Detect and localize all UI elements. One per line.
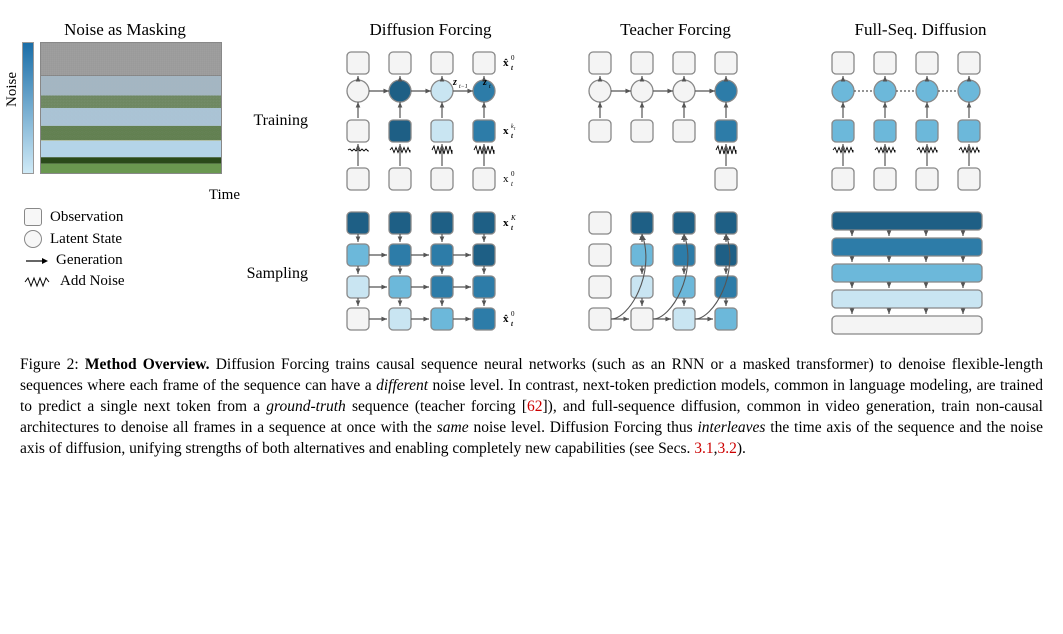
figure-caption: Figure 2: Method Overview. Diffusion For…	[20, 355, 1043, 460]
svg-text:x: x	[503, 173, 509, 185]
noise-masking-title: Noise as Masking	[20, 20, 230, 40]
diffusion-forcing-training: x̂0tzt−1ztxkttx0t	[316, 46, 558, 196]
svg-text:t: t	[514, 127, 516, 132]
fullseq-training	[801, 46, 1043, 196]
legend: Observation Latent State Generation Add …	[24, 208, 230, 290]
svg-text:t: t	[511, 132, 514, 140]
legend-latent: Latent State	[24, 230, 230, 248]
section-link[interactable]: 3.2	[717, 440, 736, 457]
header-fullseq-diffusion: Full-Seq. Diffusion	[798, 20, 1043, 42]
header-teacher-forcing: Teacher Forcing	[553, 20, 798, 42]
svg-text:x̂: x̂	[503, 57, 509, 69]
svg-text:x: x	[503, 125, 509, 137]
svg-text:0: 0	[511, 310, 515, 318]
legend-label: Generation	[56, 252, 123, 269]
legend-observation: Observation	[24, 208, 230, 226]
time-axis-arrow	[40, 185, 222, 186]
time-label: Time	[209, 187, 240, 204]
methods-grid: Diffusion Forcing Teacher Forcing Full-S…	[248, 20, 1043, 341]
noise-icon	[24, 276, 52, 288]
svg-text:x̂: x̂	[503, 313, 509, 325]
svg-text:K: K	[510, 214, 516, 222]
row-label-sampling: Sampling	[248, 206, 316, 341]
row-label-training: Training	[248, 46, 316, 196]
svg-text:0: 0	[511, 170, 515, 178]
svg-text:z: z	[482, 77, 487, 88]
svg-text:t: t	[511, 180, 514, 188]
square-icon	[24, 208, 42, 226]
noise-image-grid	[40, 42, 222, 174]
figure-number: Figure 2:	[20, 356, 85, 373]
legend-label: Add Noise	[60, 273, 125, 290]
left-column: Noise as Masking Noise	[20, 20, 230, 341]
svg-text:t−1: t−1	[459, 84, 468, 90]
fullseq-sampling	[801, 206, 1043, 341]
figure: Noise as Masking Noise	[20, 20, 1043, 460]
noise-masking-panel: Noise	[40, 42, 230, 182]
svg-text:t: t	[511, 320, 514, 328]
legend-label: Observation	[50, 209, 123, 226]
svg-text:z: z	[452, 77, 457, 88]
section-link[interactable]: 3.1	[694, 440, 713, 457]
legend-label: Latent State	[50, 231, 122, 248]
teacher-forcing-training	[558, 46, 800, 196]
noise-ylabel: Noise	[4, 72, 21, 107]
teacher-forcing-sampling	[558, 206, 800, 341]
svg-text:x: x	[503, 217, 509, 229]
legend-addnoise: Add Noise	[24, 273, 230, 290]
legend-generation: Generation	[24, 252, 230, 269]
noise-gradient-bar	[22, 42, 34, 174]
diffusion-forcing-sampling: xKtx̂0t	[316, 206, 558, 341]
citation-link[interactable]: 62	[527, 398, 543, 415]
arrow-icon	[24, 255, 48, 267]
svg-text:0: 0	[511, 54, 515, 62]
circle-icon	[24, 230, 42, 248]
svg-text:t: t	[511, 224, 514, 232]
svg-text:t: t	[511, 64, 514, 72]
caption-title: Method Overview.	[85, 356, 210, 373]
header-diffusion-forcing: Diffusion Forcing	[308, 20, 553, 42]
